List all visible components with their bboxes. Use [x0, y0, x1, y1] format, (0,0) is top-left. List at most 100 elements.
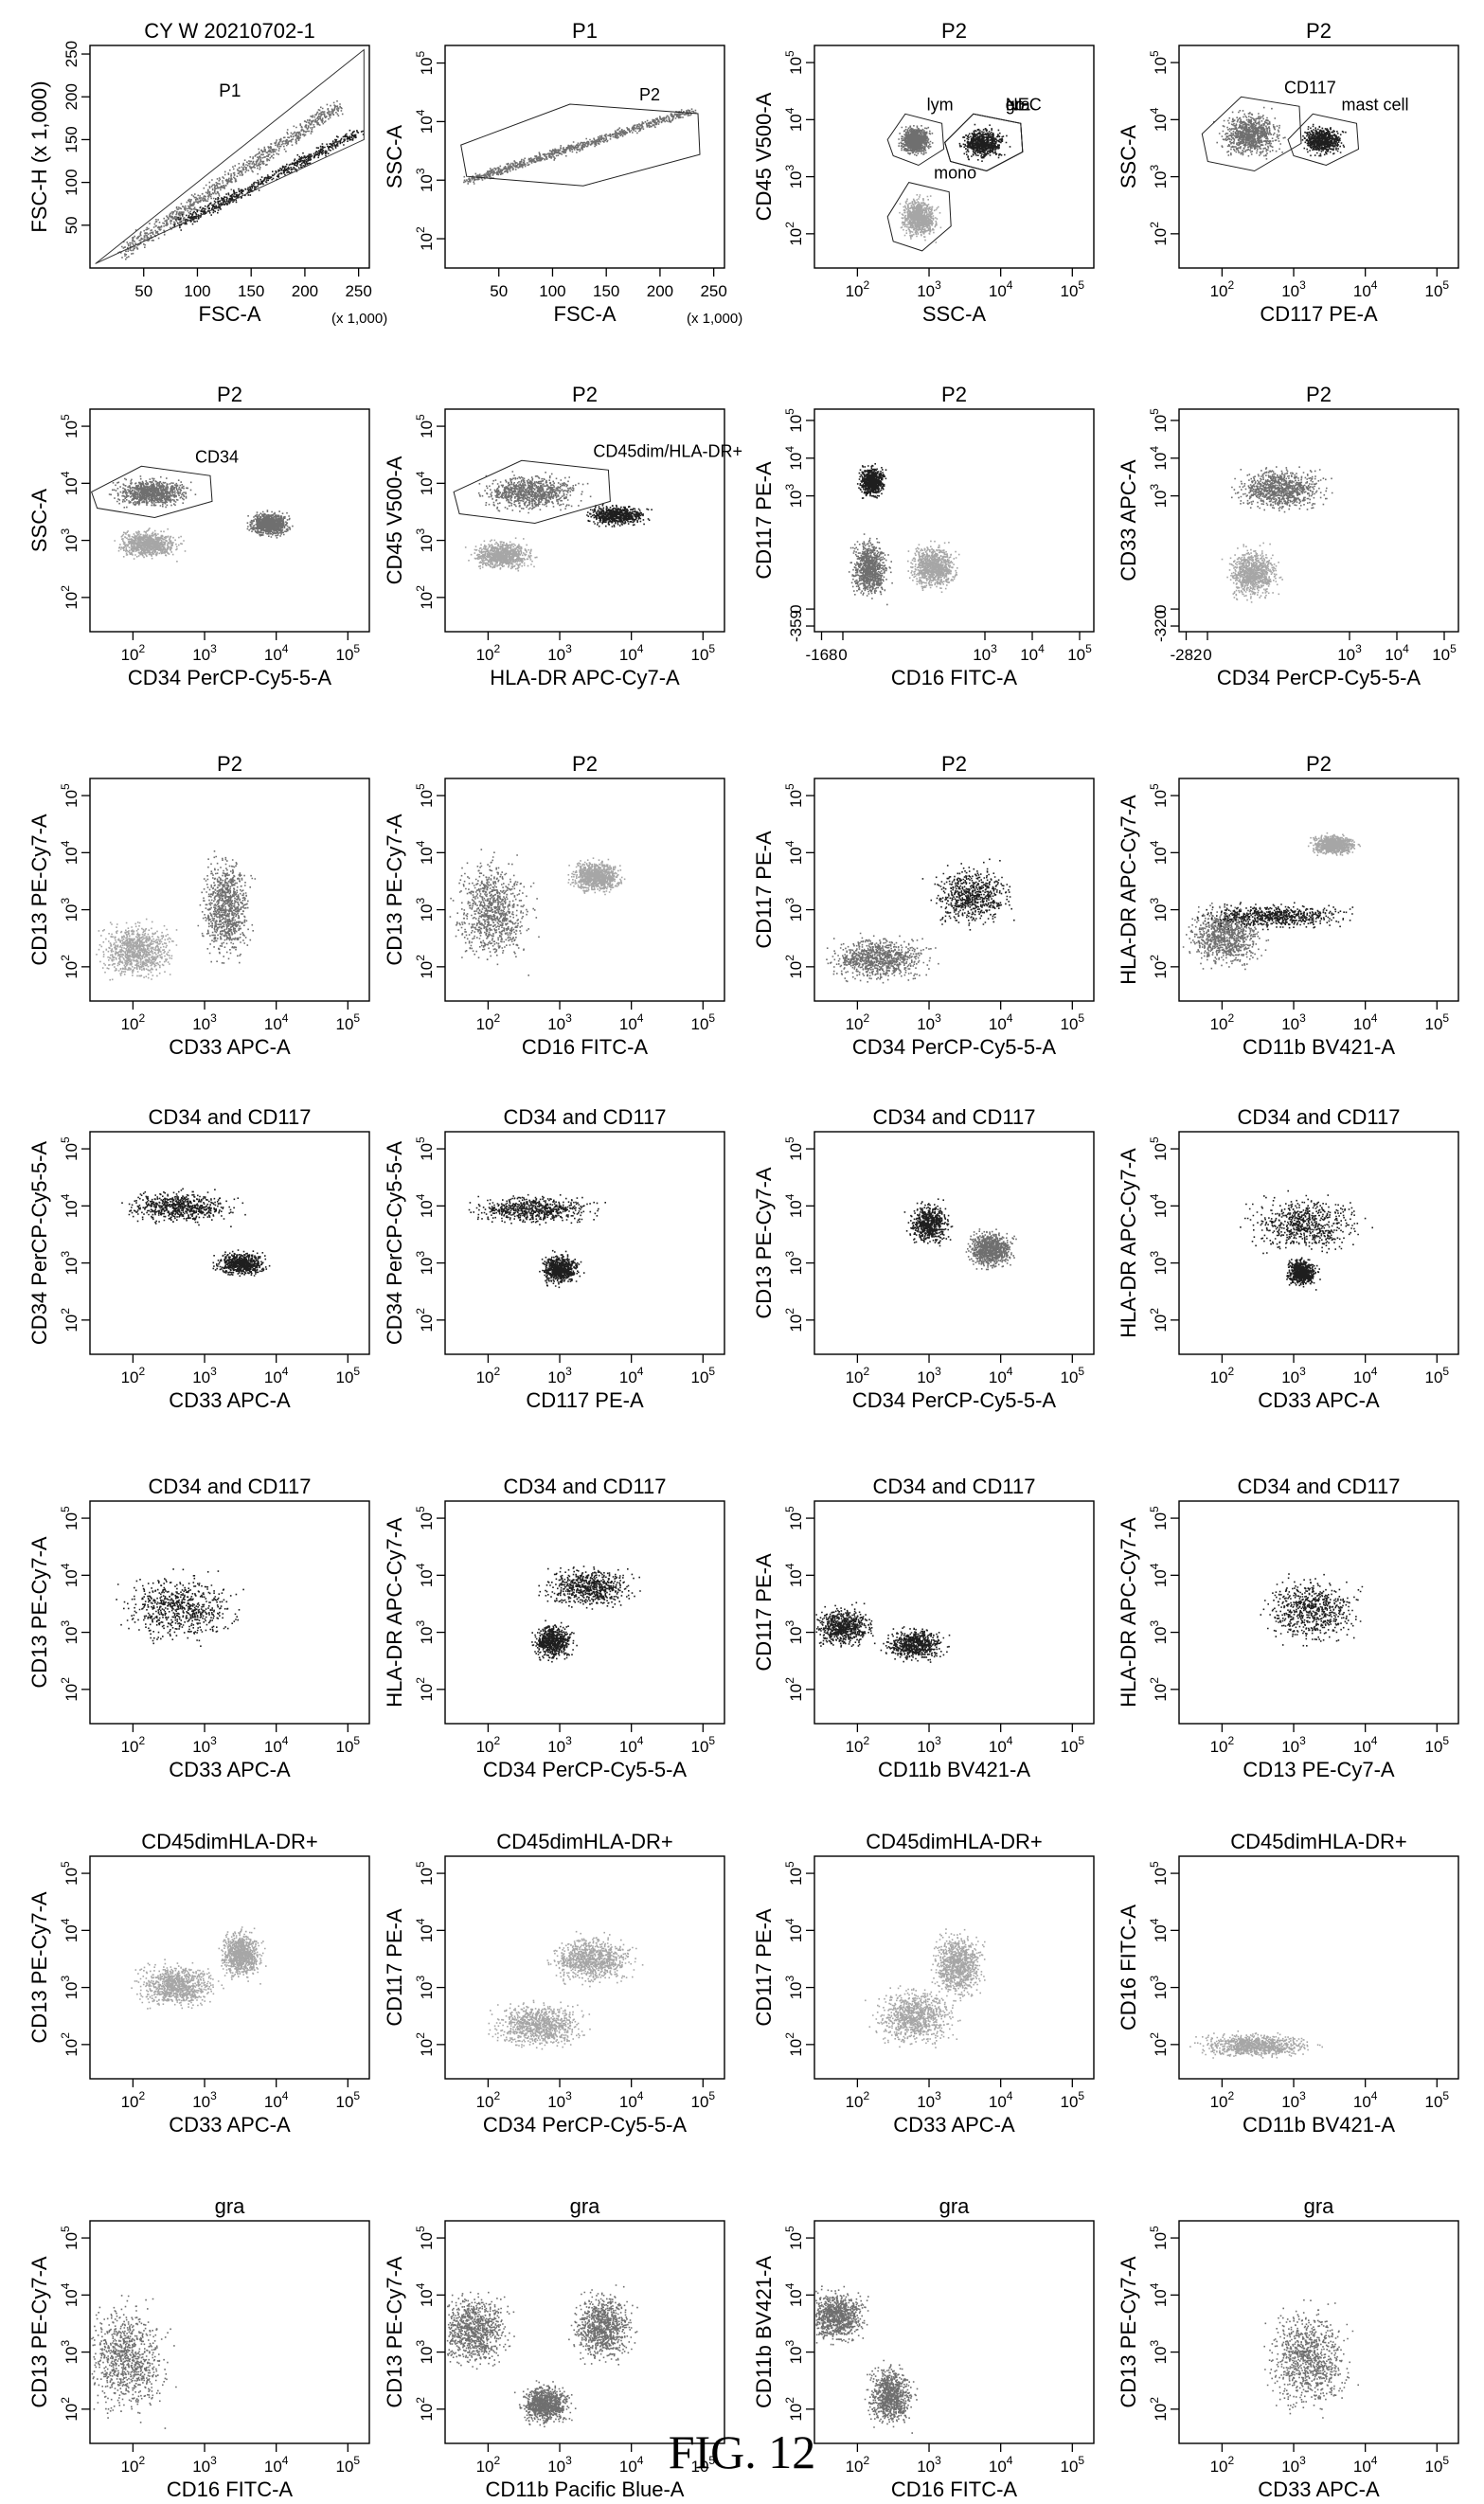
x-axis-label: CD33 APC-A — [169, 1758, 291, 1781]
y-axis-label: CD34 PerCP-Cy5-5-A — [27, 1141, 51, 1345]
x-tick-label: 103 — [547, 2089, 572, 2111]
x-tick-label: 102 — [1210, 1365, 1235, 1386]
x-tick-label: 102 — [476, 642, 501, 664]
y-tick-label: 104 — [1148, 446, 1170, 471]
y-axis-label: CD117 PE-A — [752, 461, 776, 580]
axis-ticks — [1171, 1872, 1438, 2087]
x-tick-label: 105 — [1061, 1734, 1085, 1756]
axis-ticks — [1171, 1517, 1438, 1732]
y-axis-label: SSC-A — [383, 125, 406, 189]
y-tick-label: -359 — [787, 610, 805, 642]
y-tick-label: 105 — [59, 1136, 80, 1161]
panel-14: 102 103 104 105 102 103 104 105 CD34 and CD117 CD… — [383, 1105, 725, 1412]
y-tick-label: 103 — [783, 1619, 805, 1644]
y-tick-label: 102 — [1148, 2397, 1170, 2422]
x-tick-label: 102 — [846, 278, 870, 300]
event-dots — [121, 1188, 271, 1278]
panel-title: CD34 and CD117 — [503, 1475, 666, 1498]
population-1 — [477, 471, 592, 514]
plot-frame — [89, 1855, 370, 2080]
event-dots — [865, 1928, 986, 2048]
y-tick-label: 103 — [414, 1619, 436, 1644]
gate-label: gra — [1006, 95, 1031, 114]
y-tick-label: 105 — [1148, 50, 1170, 75]
x-tick-label: 105 — [1067, 642, 1092, 664]
y-tick-label: 105 — [783, 1506, 805, 1530]
y-axis-label: CD13 PE-Cy7-A — [383, 2256, 406, 2407]
x-tick-label: 103 — [547, 1734, 572, 1756]
y-tick-label: 104 — [59, 2282, 80, 2307]
x-tick-label: 103 — [1281, 2089, 1306, 2111]
y-tick-label: 104 — [783, 1563, 805, 1587]
x-tick-label: 104 — [619, 642, 644, 664]
y-tick-label: 104 — [783, 1918, 805, 1942]
panel-title: CD45dimHLA-DR+ — [141, 1830, 317, 1853]
x-tick-label: 250 — [700, 282, 726, 300]
axis-ticks — [81, 795, 349, 1010]
event-dots — [1240, 1189, 1373, 1291]
population-2 — [1301, 123, 1347, 157]
axis-ticks — [806, 62, 1073, 277]
panel-9: 102 103 104 105 102 103 104 105 P2 CD33 APC-A CD13… — [27, 752, 370, 1059]
x-tick-label: 103 — [973, 642, 997, 664]
panel-1: P1 50 100 150 200 250 50 100 150 200 250 CY W 20210… — [27, 19, 387, 327]
event-dots — [446, 2284, 638, 2428]
event-dots — [488, 1930, 644, 2050]
x-axis-label: CD34 PerCP-Cy5-5-A — [483, 1758, 687, 1781]
y-tick-label: 102 — [59, 585, 80, 610]
axis-ticks — [81, 425, 349, 640]
y-tick-label: 103 — [1148, 897, 1170, 921]
x-axis-label: CD16 FITC-A — [891, 2477, 1018, 2501]
y-tick-label: 103 — [59, 528, 80, 552]
plot-frame — [1178, 1500, 1459, 1725]
y-axis-label: CD45 V500-A — [752, 92, 776, 221]
gate-mono — [886, 182, 952, 252]
y-tick-label: 104 — [783, 107, 805, 132]
panel-title: CD34 and CD117 — [1237, 1105, 1400, 1129]
x-tick-label: 103 — [917, 1734, 941, 1756]
population-2 — [513, 2380, 577, 2428]
panel-title: P2 — [217, 383, 242, 406]
x-tick-label: 103 — [192, 642, 217, 664]
y-tick-label: 104 — [1148, 1563, 1170, 1587]
event-dots — [464, 471, 653, 572]
population-1 — [899, 194, 942, 243]
x-tick-label: 104 — [1353, 1365, 1378, 1386]
panel-13: 102 103 104 105 102 103 104 105 CD34 and CD117 CD… — [27, 1105, 370, 1412]
axis-ticks — [806, 420, 1081, 640]
y-tick-label: 50 — [63, 216, 80, 234]
y-tick-label: 103 — [414, 897, 436, 921]
population-1 — [121, 1188, 246, 1227]
y-axis-label: CD16 FITC-A — [1117, 1905, 1140, 2031]
x-tick-label: 102 — [1210, 1734, 1235, 1756]
panel-title: P2 — [941, 752, 967, 776]
plot-frame — [814, 1500, 1095, 1725]
event-dots — [1189, 2030, 1323, 2059]
population-1 — [108, 475, 197, 509]
y-tick-label: 103 — [414, 1250, 436, 1275]
plot-frame — [1178, 408, 1459, 633]
event-dots — [1263, 2298, 1359, 2419]
axis-ticks — [81, 1872, 349, 2087]
x-tick-label: 102 — [1210, 278, 1235, 300]
gate-lym — [886, 113, 945, 167]
y-tick-label: 105 — [59, 414, 80, 438]
y-tick-label: 102 — [1148, 1677, 1170, 1702]
y-tick-label: 102 — [59, 1308, 80, 1332]
x-tick-label: 105 — [336, 1011, 361, 1033]
x-tick-label: 102 — [121, 2089, 146, 2111]
x-axis-label: CD117 PE-A — [1260, 302, 1378, 326]
plot-frame — [444, 1500, 725, 1725]
y-axis-label: HLA-DR APC-Cy7-A — [383, 1517, 406, 1708]
gate-label: lym — [927, 95, 954, 114]
x-tick-label: 150 — [593, 282, 619, 300]
x-tick-label: 105 — [1425, 278, 1450, 300]
x-tick-label: 104 — [619, 1011, 644, 1033]
y-tick-label: 103 — [783, 1250, 805, 1275]
x-tick-label: 105 — [1425, 1011, 1450, 1033]
axis-ticks — [1171, 62, 1438, 277]
y-tick-label: 105 — [59, 783, 80, 808]
y-axis-label: CD13 PE-Cy7-A — [27, 1891, 51, 2043]
